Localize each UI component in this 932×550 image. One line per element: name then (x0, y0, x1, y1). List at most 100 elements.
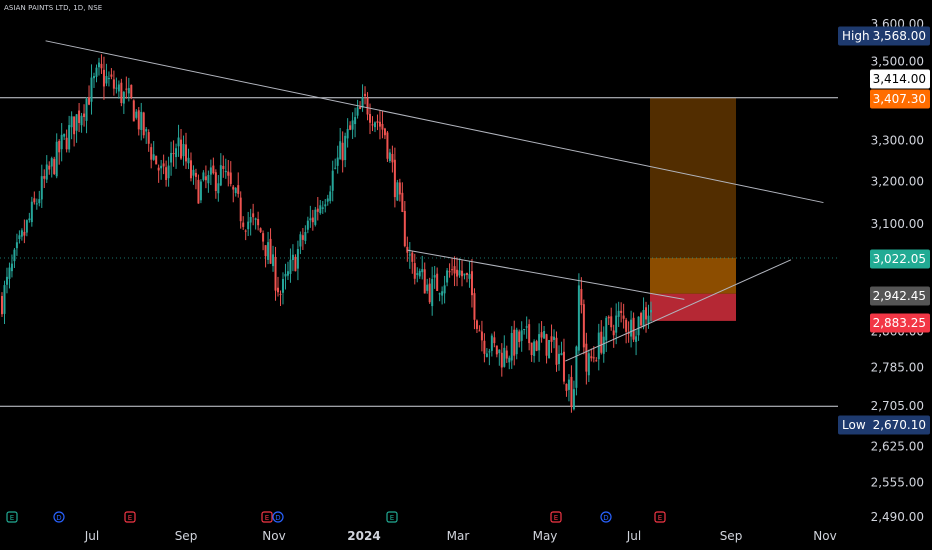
candle-body (617, 310, 620, 317)
candle-body (373, 122, 376, 128)
stop-tag-value: 2,883.25 (873, 316, 926, 330)
candle-body (33, 198, 36, 203)
earnings-badge (654, 511, 666, 523)
candle-body (393, 159, 396, 198)
candle-body (508, 357, 511, 363)
candle-body (520, 330, 523, 341)
candle-body (160, 165, 163, 169)
candle-body (500, 352, 503, 368)
candle-body (577, 285, 580, 351)
candle-body (40, 176, 43, 200)
x-tick-label: Sep (175, 529, 198, 543)
candle-body (510, 332, 513, 361)
candle-body (55, 141, 58, 177)
y-tick-label: 3,200.00 (871, 175, 924, 189)
earnings-badge (124, 511, 136, 523)
candle-body (75, 114, 78, 131)
candle-body (262, 233, 265, 242)
candle-body (620, 310, 623, 313)
candle-body (267, 242, 270, 260)
candle-body (279, 293, 282, 295)
candle-body (147, 132, 150, 144)
candle-body (194, 172, 197, 177)
candle-body (120, 82, 123, 104)
candle-body (356, 107, 359, 116)
candle-body (38, 199, 41, 204)
candle-body (204, 176, 207, 181)
candle-body (115, 87, 118, 89)
candle-body (557, 353, 560, 365)
candle-body (197, 179, 200, 204)
candle-body (137, 110, 140, 130)
earnings-badge (386, 511, 398, 523)
candle-body (413, 263, 416, 279)
candle-body (607, 316, 610, 319)
x-tick-label: May (533, 529, 558, 543)
y-tick-label: 3,300.00 (871, 133, 924, 147)
candle-body (478, 330, 481, 332)
candle-body (391, 153, 394, 163)
candle-body (177, 137, 180, 147)
low-tag-value: 2,670.10 (873, 418, 926, 432)
y-tick-label: 3,500.00 (871, 55, 924, 69)
crosshair-tag-bg (870, 69, 930, 89)
candle-body (229, 172, 232, 184)
candle-body (635, 336, 638, 342)
candle-body (438, 293, 441, 295)
candle-body (448, 271, 451, 273)
candle-body (378, 121, 381, 127)
candle-body (65, 137, 68, 150)
candle-body (25, 220, 28, 233)
candle-body (431, 278, 434, 307)
candle-body (63, 133, 66, 137)
candle-body (381, 123, 384, 130)
candle-body (93, 76, 96, 79)
candle-body (426, 284, 429, 291)
candle-body (152, 154, 155, 160)
candle-body (615, 315, 618, 333)
candle-body (572, 389, 575, 410)
candle-body (528, 324, 531, 344)
high-tag-value: 3,568.00 (873, 29, 926, 43)
candle-body (187, 157, 190, 164)
candle-body (398, 182, 401, 195)
candle-body (272, 254, 275, 267)
candle-body (329, 191, 332, 201)
target-tag-bg (870, 89, 930, 109)
candle-body (281, 278, 284, 293)
candle-body (122, 91, 125, 104)
candle-body (535, 341, 538, 351)
candle-body (418, 270, 421, 277)
candle-body (167, 165, 170, 179)
candle-body (349, 125, 352, 130)
candle-body (284, 273, 287, 277)
candle-body (110, 74, 113, 77)
candle-body (214, 172, 217, 191)
candle-body (132, 100, 135, 122)
candle-body (162, 163, 165, 167)
candle-body (53, 158, 56, 175)
candle-body (473, 293, 476, 320)
candle-body (495, 345, 498, 355)
earnings-badge (6, 511, 18, 523)
candle-body (286, 271, 289, 276)
candle-body (155, 155, 158, 165)
candle-body (610, 316, 613, 328)
candle-body (376, 121, 379, 123)
candle-body (20, 230, 23, 237)
candle-body (503, 347, 506, 367)
candle-body (436, 273, 439, 291)
candle-body (192, 169, 195, 176)
candle-body (550, 336, 553, 342)
candle-body (112, 79, 115, 89)
candle-body (354, 117, 357, 125)
candle-body (565, 383, 568, 391)
candle-body (458, 270, 461, 276)
entry-tag-bg (870, 286, 930, 306)
candle-body (545, 334, 548, 356)
candle-body (371, 124, 374, 126)
candle-body (83, 113, 86, 118)
candle-body (637, 316, 640, 336)
candle-body (170, 152, 173, 163)
